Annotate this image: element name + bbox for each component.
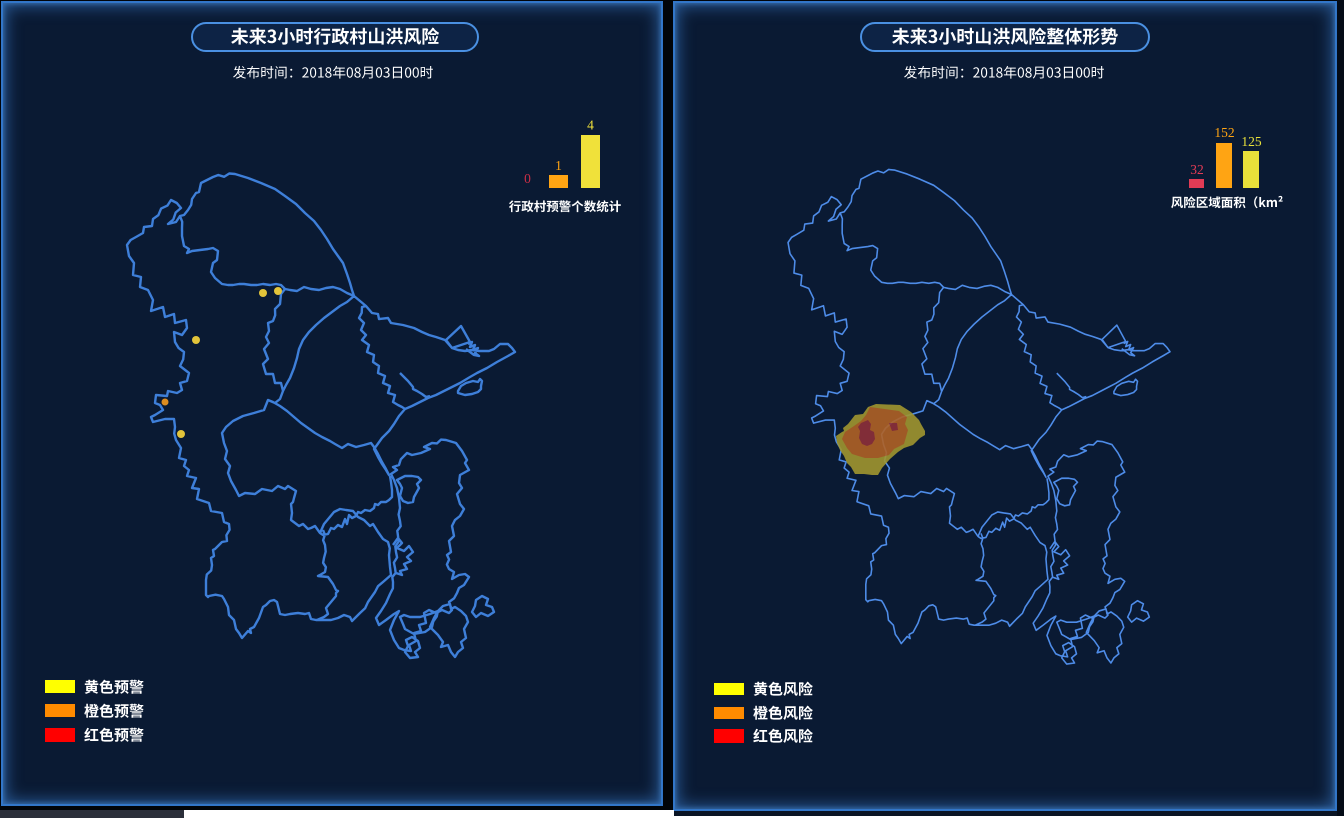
- svg-text:0: 0: [524, 171, 531, 186]
- svg-text:4: 4: [587, 118, 594, 133]
- svg-text:32: 32: [1190, 162, 1204, 177]
- svg-text:152: 152: [1214, 125, 1234, 140]
- svg-text:125: 125: [1241, 134, 1262, 149]
- svg-text:1: 1: [555, 158, 562, 173]
